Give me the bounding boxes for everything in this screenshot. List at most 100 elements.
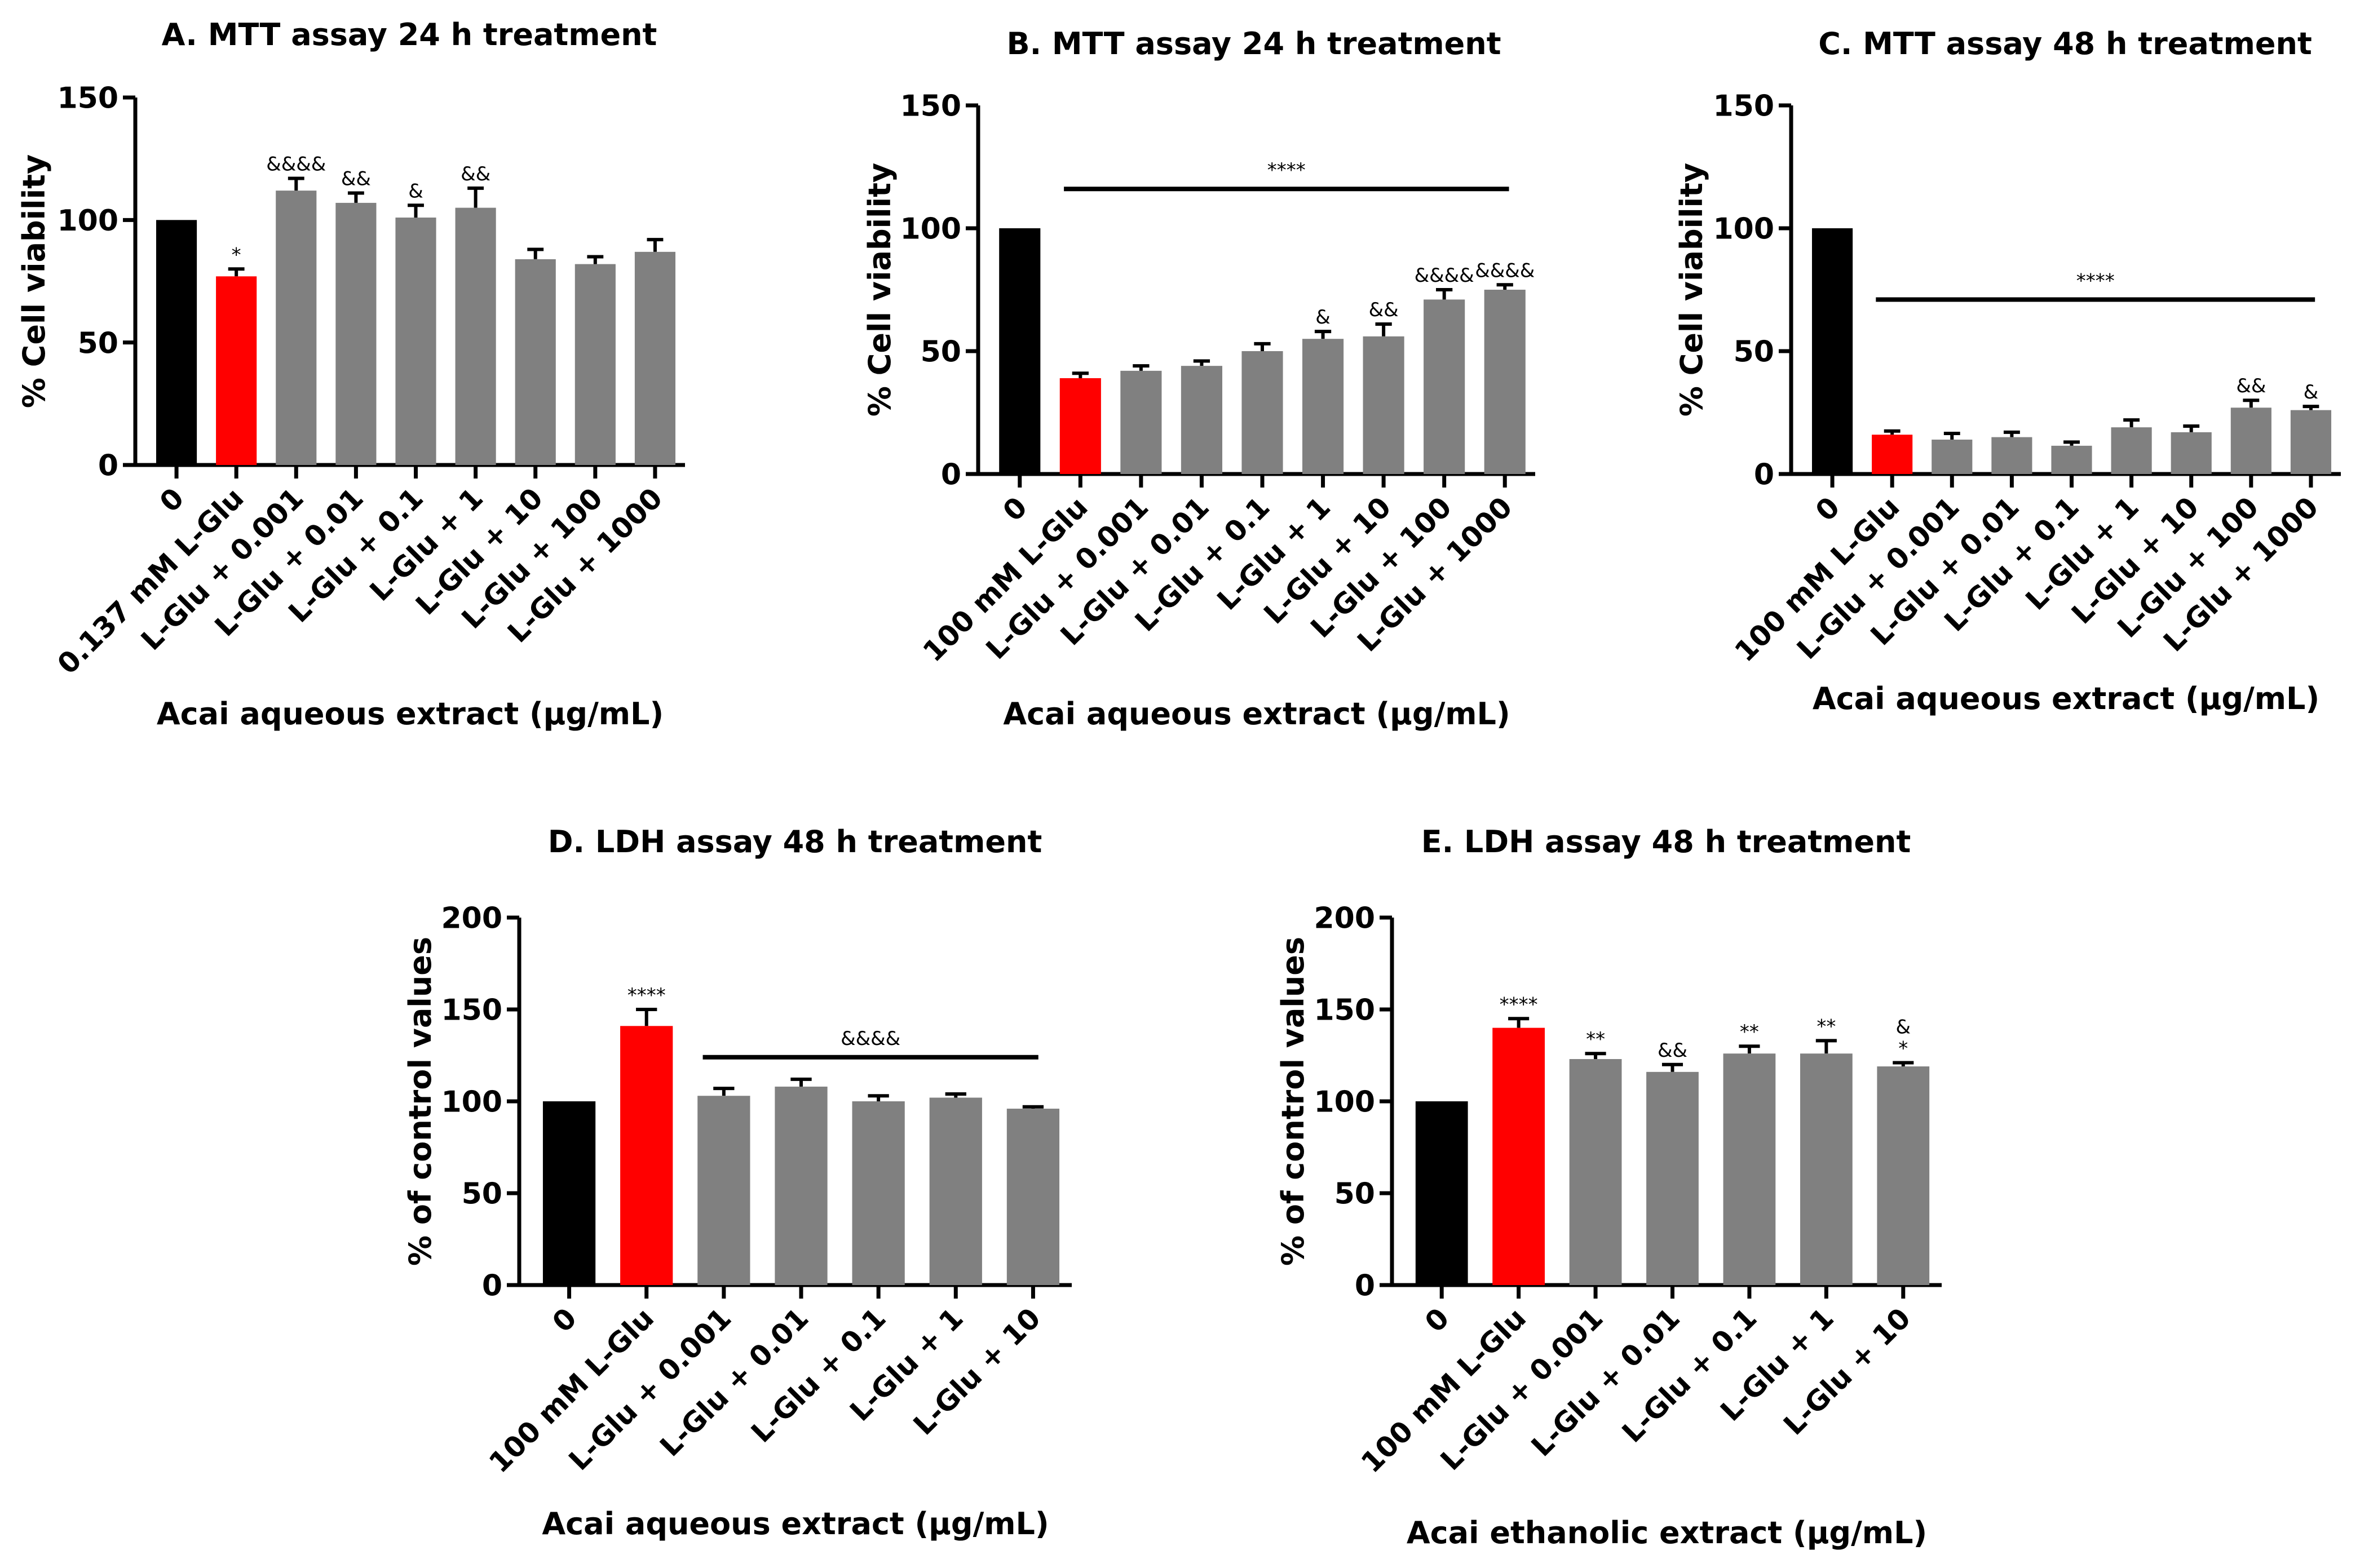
- y-axis-label: % of control values: [403, 937, 438, 1266]
- significance-label: ****: [627, 984, 666, 1007]
- y-tick-label: 0: [1355, 1269, 1375, 1303]
- y-tick-label: 0: [98, 449, 118, 483]
- x-tick-label: 0: [1418, 1301, 1456, 1339]
- bar: [574, 264, 616, 465]
- x-axis-label: Acai ethanolic extract (µg/mL): [1407, 1515, 1927, 1551]
- significance-label: &&: [1369, 299, 1399, 321]
- y-tick-label: 100: [900, 212, 961, 246]
- bar: [1059, 378, 1101, 474]
- y-tick-label: 50: [78, 326, 118, 360]
- bar: [515, 259, 556, 465]
- chart-panel-c: C. MTT assay 48 h treatment Acai aqueous …: [1674, 26, 2341, 716]
- chart-title: D. LDH assay 48 h treatment: [548, 824, 1042, 860]
- bar: [999, 228, 1041, 474]
- significance-label: **: [1740, 1021, 1759, 1043]
- bar: [1363, 336, 1404, 474]
- x-tick-label: L-Glu + 0.1: [1616, 1301, 1763, 1449]
- significance-label: **: [1817, 1015, 1836, 1038]
- bar: [1877, 1066, 1930, 1285]
- bar: [929, 1097, 982, 1285]
- y-tick-label: 100: [1713, 212, 1774, 246]
- y-tick-label: 50: [1334, 1177, 1375, 1211]
- bar: [2290, 410, 2332, 474]
- y-tick-label: 50: [462, 1177, 502, 1211]
- significance-label: **: [1586, 1028, 1605, 1051]
- bar: [1723, 1053, 1776, 1285]
- chart-title: E. LDH assay 48 h treatment: [1421, 824, 1911, 860]
- bar: [1006, 1109, 1060, 1285]
- significance-label: &&: [341, 168, 371, 191]
- bar: [1872, 435, 1913, 474]
- y-axis-label: % Cell viability: [1674, 163, 1709, 417]
- bar: [455, 207, 496, 465]
- y-axis-label: % Cell viability: [862, 163, 898, 417]
- bar: [2230, 407, 2271, 474]
- y-axis-label: % of control values: [1275, 937, 1311, 1266]
- bar: [2051, 445, 2092, 474]
- significance-label: &&: [461, 163, 490, 185]
- bar: [1646, 1071, 1699, 1285]
- bar: [1569, 1059, 1622, 1285]
- bar: [1811, 228, 1853, 474]
- bar: [1241, 351, 1283, 474]
- bar: [2111, 427, 2152, 474]
- significance-label: &&&&: [1415, 264, 1474, 287]
- chart-panel-b: B. MTT assay 24 h treatment Acai aqueous …: [862, 26, 1535, 732]
- significance-label: &&: [1658, 1039, 1687, 1062]
- y-tick-label: 200: [441, 902, 502, 936]
- x-tick-label: 0: [546, 1301, 583, 1339]
- y-tick-label: 150: [1713, 90, 1774, 123]
- x-axis-label: Acai aqueous extract (µg/mL): [542, 1506, 1049, 1542]
- y-tick-label: 150: [57, 82, 118, 116]
- significance-label: &&&&: [266, 153, 326, 175]
- significance-label: &: [408, 180, 423, 202]
- y-tick-label: 150: [441, 994, 502, 1027]
- chart-panel-e: E. LDH assay 48 h treatment Acai ethanoli…: [1275, 824, 1942, 1551]
- chart-title: A. MTT assay 24 h treatment: [162, 17, 657, 52]
- significance-label: &: [1315, 306, 1331, 329]
- y-tick-label: 0: [1754, 458, 1774, 492]
- x-axis-label: Acai aqueous extract (µg/mL): [1813, 681, 2319, 716]
- bar: [634, 251, 676, 465]
- chart-title: C. MTT assay 48 h treatment: [1818, 26, 2312, 61]
- y-tick-label: 50: [1734, 335, 1774, 369]
- bar: [542, 1101, 596, 1285]
- significance-label: &&&&: [1475, 259, 1535, 282]
- significance-bracket-label: ****: [2076, 269, 2115, 292]
- significance-label: &: [1896, 1016, 1911, 1039]
- bar: [156, 220, 197, 465]
- bar: [335, 202, 377, 465]
- bar: [620, 1026, 673, 1285]
- bar: [1302, 339, 1344, 474]
- x-tick-label: 0: [1809, 490, 1846, 528]
- x-tick-label: L-Glu + 0.1: [745, 1301, 892, 1449]
- y-tick-label: 0: [941, 458, 961, 492]
- significance-bracket-label: &&&&: [841, 1027, 900, 1050]
- bar: [1991, 437, 2032, 474]
- bar: [775, 1086, 828, 1285]
- bar: [395, 217, 436, 465]
- significance-label: &&: [2236, 375, 2266, 397]
- y-tick-label: 100: [441, 1086, 502, 1119]
- significance-label: *: [232, 243, 241, 266]
- bar: [852, 1101, 905, 1285]
- significance-label: &: [2304, 381, 2319, 404]
- bar: [1492, 1027, 1545, 1285]
- bar: [697, 1096, 750, 1285]
- bar: [276, 191, 317, 465]
- chart-panel-d: D. LDH assay 48 h treatment Acai aqueous …: [403, 824, 1072, 1542]
- x-axis-label: Acai aqueous extract (µg/mL): [1003, 696, 1510, 732]
- bar: [1415, 1101, 1468, 1285]
- chart-title: B. MTT assay 24 h treatment: [1006, 26, 1501, 61]
- bar: [1424, 299, 1465, 474]
- bar: [1181, 366, 1223, 474]
- bar: [1800, 1053, 1853, 1285]
- y-tick-label: 100: [1314, 1086, 1375, 1119]
- y-tick-label: 150: [1314, 994, 1375, 1027]
- y-tick-label: 150: [900, 90, 961, 123]
- significance-label: ****: [1500, 993, 1538, 1016]
- significance-label: *: [1898, 1038, 1908, 1060]
- x-axis-label: Acai aqueous extract (µg/mL): [157, 696, 664, 732]
- bar: [2171, 432, 2212, 474]
